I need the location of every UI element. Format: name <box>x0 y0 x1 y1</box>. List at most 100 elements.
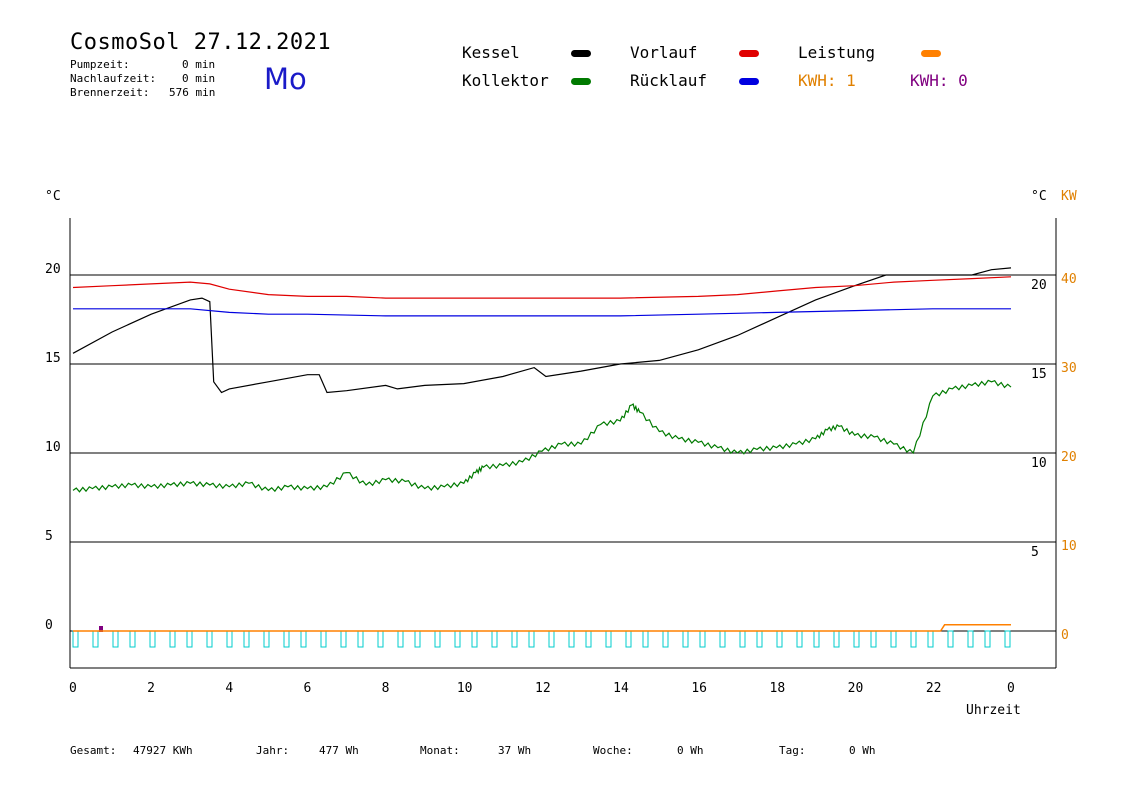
zero-marker <box>169 630 176 648</box>
x-tick-label: 2 <box>147 681 155 696</box>
zero-marker <box>699 630 706 648</box>
y-tick-label-right-outer: 10 <box>1061 539 1077 554</box>
zero-marker <box>243 630 250 648</box>
footer-tag-value: 0 Wh <box>849 744 876 757</box>
zero-marker <box>357 630 364 648</box>
y-tick-label-right-outer: 40 <box>1061 272 1077 287</box>
zero-marker <box>682 630 689 648</box>
chart-axes <box>69 218 1057 669</box>
zero-marker <box>283 630 290 648</box>
legend-vorlauf-label: Vorlauf <box>630 43 698 62</box>
series-line-ruecklauf <box>73 308 1011 317</box>
zero-marker <box>206 630 213 648</box>
legend-kollektor-swatch <box>571 78 591 85</box>
zero-marker <box>739 630 746 648</box>
zero-marker <box>927 630 934 648</box>
x-tick-label: 16 <box>691 681 707 696</box>
y-tick-label-right-outer: 20 <box>1061 450 1077 465</box>
zero-marker <box>870 630 877 648</box>
x-tick-label: 0 <box>69 681 77 696</box>
x-tick-label: 20 <box>848 681 864 696</box>
zero-marker <box>414 630 421 648</box>
zero-marker <box>511 630 518 648</box>
zero-marker <box>947 630 954 648</box>
zero-marker <box>967 630 974 648</box>
legend-ruecklauf-swatch <box>739 78 759 85</box>
x-tick-label: 4 <box>225 681 233 696</box>
legend-kwh1: KWH: 1 <box>798 71 856 90</box>
zero-marker <box>129 630 136 648</box>
zero-marker <box>642 630 649 648</box>
series-line-vorlauf <box>72 276 1012 299</box>
y-tick-label-right-outer: 0 <box>1061 628 1069 643</box>
zero-marker <box>890 630 897 648</box>
zero-marker <box>910 630 917 648</box>
legend-vorlauf-swatch <box>739 50 759 57</box>
y-axis-unit-right-inner: °C <box>1031 189 1047 204</box>
zero-marker <box>756 630 763 648</box>
zero-marker <box>471 630 478 648</box>
y-tick-label-left: 10 <box>45 440 61 455</box>
chart-ticks: 0 5 10 15 20 °C 5 10 15 20 °C 0 10 20 30 40 KW 0 2 4 6 8 10 12 1… <box>45 189 1077 718</box>
zero-marker <box>186 630 193 648</box>
x-axis-label: Uhrzeit <box>966 703 1021 718</box>
zero-marker <box>813 630 820 648</box>
y-tick-label-right-inner: 20 <box>1031 278 1047 293</box>
zero-marker <box>984 630 991 648</box>
footer-gesamt-value: 47927 KWh <box>133 744 193 757</box>
legend-leistung-swatch <box>921 50 941 57</box>
footer-woche-label: Woche: <box>593 744 633 757</box>
x-tick-label: 12 <box>535 681 551 696</box>
chart-grid <box>70 274 1056 632</box>
nachlaufzeit-value: 0 min <box>182 72 216 85</box>
footer-jahr-value: 477 Wh <box>319 744 359 757</box>
zero-marker <box>397 630 404 648</box>
legend-ruecklauf-label: Rücklauf <box>630 71 708 90</box>
footer-woche-value: 0 Wh <box>677 744 704 757</box>
zero-marker <box>833 630 840 648</box>
zero-marker <box>340 630 347 648</box>
series-line-kollektor <box>72 379 1012 493</box>
zero-marker <box>434 630 441 648</box>
x-tick-label: 10 <box>457 681 473 696</box>
zero-marker <box>72 630 79 648</box>
x-tick-label: 6 <box>304 681 312 696</box>
zero-marker <box>112 630 119 648</box>
x-tick-label: 18 <box>770 681 786 696</box>
zero-marker <box>585 630 592 648</box>
pumpzeit-value: 0 min <box>182 58 216 71</box>
zero-marker <box>776 630 783 648</box>
zero-marker <box>92 630 99 648</box>
zero-marker <box>320 630 327 648</box>
zero-marker <box>853 630 860 648</box>
footer-monat-value: 37 Wh <box>498 744 532 757</box>
y-tick-label-right-outer: 30 <box>1061 361 1077 376</box>
nachlaufzeit-label: Nachlaufzeit: <box>70 72 157 85</box>
zero-marker <box>528 630 535 648</box>
zero-marker <box>377 630 384 648</box>
zero-marker <box>263 630 270 648</box>
x-tick-label: 22 <box>926 681 942 696</box>
footer-monat-label: Monat: <box>420 744 460 757</box>
weekday-label: Mo <box>264 62 307 96</box>
chart-title: CosmoSol 27.12.2021 <box>70 30 332 55</box>
zero-marker <box>662 630 669 648</box>
y-tick-label-right-inner: 15 <box>1031 367 1047 382</box>
y-tick-label-left: 15 <box>45 351 61 366</box>
chart-series <box>72 267 1012 632</box>
y-tick-label-left: 20 <box>45 262 61 277</box>
footer-jahr-label: Jahr: <box>256 744 290 757</box>
x-tick-label: 8 <box>382 681 390 696</box>
brennerzeit-value: 576 min <box>169 86 216 99</box>
zero-marker <box>568 630 575 648</box>
zero-marker <box>1004 630 1011 648</box>
y-tick-label-right-inner: 10 <box>1031 456 1047 471</box>
zero-marker <box>454 630 461 648</box>
legend-kwh2: KWH: 0 <box>910 71 968 90</box>
y-tick-label-left: 0 <box>45 618 53 633</box>
legend-kollektor-label: Kollektor <box>462 71 549 90</box>
y-axis-unit-left: °C <box>45 189 61 204</box>
legend-leistung-label: Leistung <box>798 43 876 62</box>
zero-marker <box>719 630 726 648</box>
